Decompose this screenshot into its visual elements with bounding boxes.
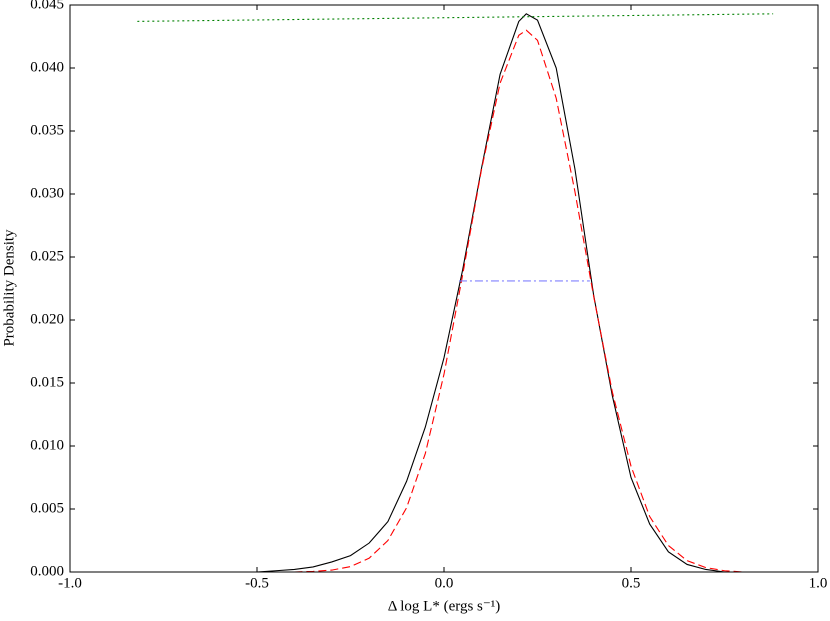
x-tick-label: 1.0 [809,575,828,591]
y-tick-label: 0.015 [30,374,64,390]
y-tick-label: 0.035 [30,122,64,138]
x-tick-label: 0.0 [435,575,454,591]
x-axis-label: Δ log L* (ergs s⁻¹) [388,598,501,614]
series-line [294,29,744,573]
y-tick-label: 0.040 [30,59,64,75]
y-tick-label: 0.000 [30,563,64,579]
plot-frame [69,4,819,573]
y-tick-label: 0.030 [30,185,64,201]
series-line [256,13,744,573]
y-tick-label: 0.010 [30,437,64,453]
y-tick-label: 0.005 [30,500,64,516]
y-tick-label: 0.045 [30,0,64,12]
y-tick-label: 0.025 [30,248,64,264]
x-tick-label: -1.0 [58,575,82,591]
y-tick-label: 0.020 [30,311,64,327]
y-axis-label: Probability Density [1,229,17,347]
series-line [137,13,774,22]
x-tick-label: -0.5 [245,575,269,591]
x-tick-label: 0.5 [622,575,641,591]
